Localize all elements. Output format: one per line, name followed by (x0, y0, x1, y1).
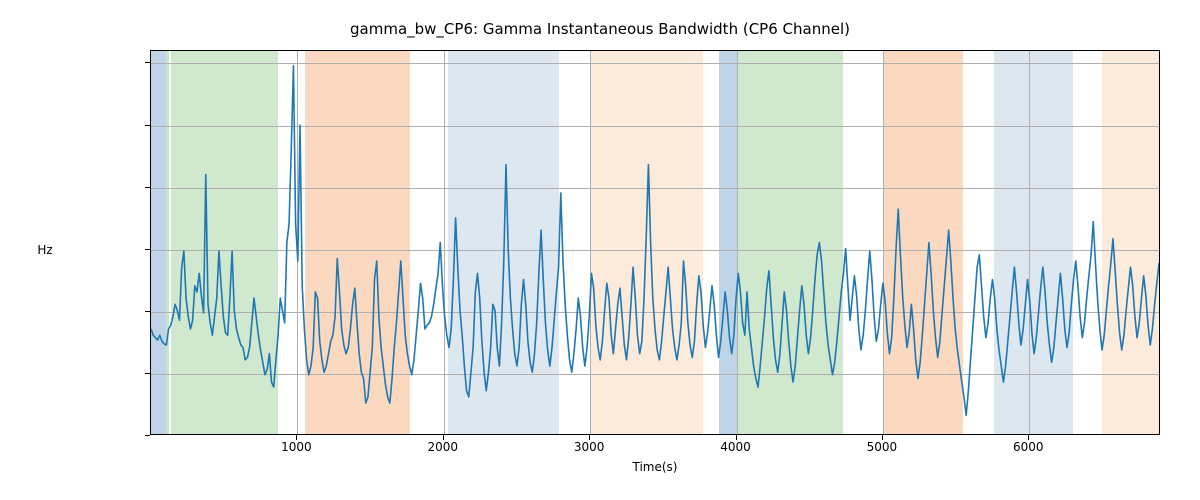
y-tick-mark (145, 373, 150, 374)
y-tick-mark (145, 187, 150, 188)
x-tick-mark (296, 435, 297, 440)
y-tick-mark (145, 62, 150, 63)
x-tick-label: 5000 (842, 440, 922, 454)
y-axis-label: Hz (0, 0, 90, 500)
y-tick-mark (145, 435, 150, 436)
x-tick-mark (882, 435, 883, 440)
figure: gamma_bw_CP6: Gamma Instantaneous Bandwi… (0, 0, 1200, 500)
x-tick-label: 4000 (696, 440, 776, 454)
x-tick-mark (589, 435, 590, 440)
x-tick-label: 2000 (403, 440, 483, 454)
x-tick-label: 6000 (988, 440, 1068, 454)
data-line (151, 51, 1159, 434)
y-tick-mark (145, 125, 150, 126)
x-tick-label: 3000 (549, 440, 629, 454)
x-axis-label: Time(s) (150, 460, 1160, 474)
x-tick-mark (736, 435, 737, 440)
x-tick-mark (443, 435, 444, 440)
y-tick-mark (145, 249, 150, 250)
x-tick-mark (1028, 435, 1029, 440)
chart-title: gamma_bw_CP6: Gamma Instantaneous Bandwi… (0, 20, 1200, 38)
series-line (151, 66, 1160, 416)
x-tick-label: 1000 (256, 440, 336, 454)
y-tick-mark (145, 311, 150, 312)
plot-area (150, 50, 1160, 435)
